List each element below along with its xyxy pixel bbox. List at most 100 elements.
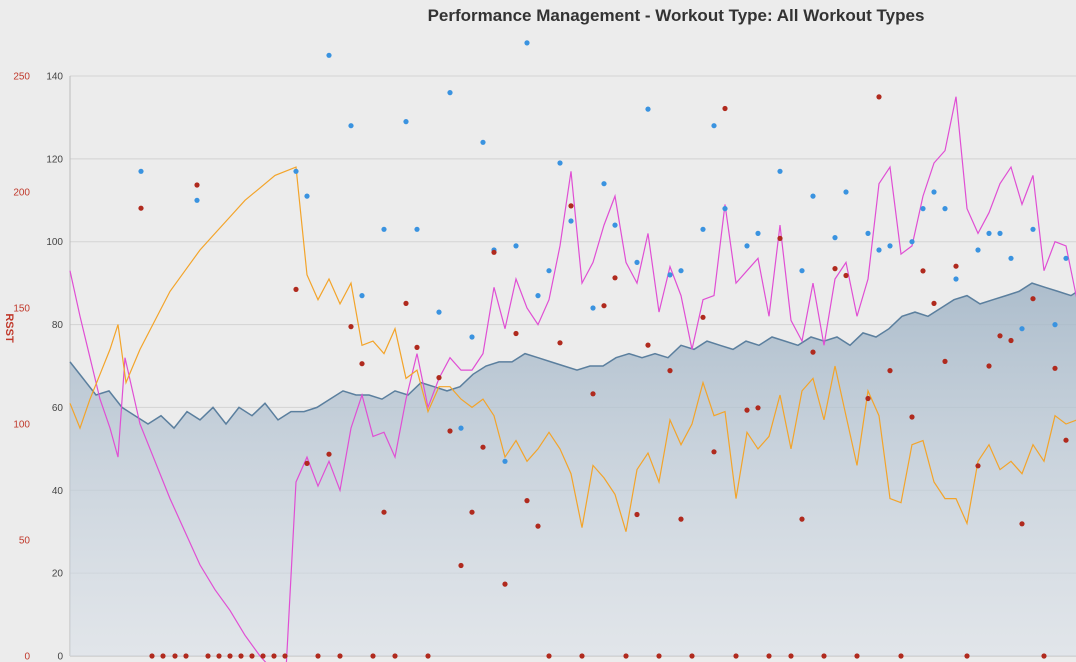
- fatigue-line: [69, 96, 1076, 662]
- red-data-point: [535, 523, 541, 529]
- red-data-point: [524, 498, 530, 504]
- red-data-point: [986, 363, 992, 369]
- red-data-point: [1041, 653, 1047, 659]
- red-data-point: [645, 342, 651, 348]
- red-data-point: [601, 303, 607, 309]
- blue-data-point: [755, 230, 761, 236]
- blue-data-point: [1063, 255, 1069, 261]
- red-data-point: [733, 653, 739, 659]
- red-data-point: [359, 361, 365, 367]
- red-data-point: [997, 333, 1003, 339]
- right-axis-tick-label: 80: [52, 320, 64, 331]
- red-data-point: [865, 395, 871, 402]
- red-data-point: [931, 300, 937, 306]
- red-data-point: [469, 509, 475, 515]
- blue-data-point: [777, 168, 783, 174]
- red-data-point: [447, 428, 453, 434]
- blue-data-point: [975, 247, 981, 253]
- blue-data-point: [843, 189, 849, 195]
- red-data-point: [975, 463, 981, 469]
- blue-data-point: [194, 197, 200, 203]
- red-data-point: [788, 653, 794, 659]
- blue-data-point: [590, 305, 596, 311]
- red-data-point: [392, 653, 398, 659]
- red-data-point: [304, 460, 310, 466]
- right-axis-tick-label: 120: [46, 154, 63, 165]
- red-data-point: [1063, 437, 1069, 443]
- red-data-point: [282, 653, 288, 659]
- fitness-line: [69, 282, 1076, 430]
- series-lines: [69, 96, 1076, 662]
- blue-data-point: [138, 168, 144, 174]
- blue-data-point: [744, 243, 750, 249]
- red-data-point: [227, 653, 233, 659]
- blue-data-point: [348, 123, 354, 129]
- left-axis-tick-label: 0: [24, 652, 30, 662]
- blue-data-point: [909, 239, 915, 245]
- red-data-point: [149, 653, 155, 659]
- blue-data-point: [1030, 226, 1036, 232]
- blue-data-point: [612, 222, 618, 228]
- blue-data-point: [997, 230, 1003, 236]
- blue-data-point: [876, 247, 882, 253]
- red-data-point: [436, 375, 442, 381]
- right-axis-tick-label: 60: [52, 403, 64, 414]
- right-axis-tick-label: 0: [57, 652, 63, 662]
- blue-data-point: [447, 90, 453, 96]
- blue-data-point: [634, 259, 640, 265]
- red-data-point: [689, 653, 695, 659]
- red-data-point: [711, 449, 717, 455]
- left-axis-tick-label: 100: [13, 420, 30, 431]
- blue-data-point: [304, 193, 310, 199]
- blue-data-point: [865, 230, 871, 236]
- blue-data-point: [645, 106, 651, 112]
- blue-data-point: [458, 425, 464, 431]
- right-axis-tick-label: 40: [52, 486, 64, 497]
- blue-data-point: [920, 206, 926, 212]
- red-data-point: [755, 405, 761, 411]
- red-data-point: [634, 511, 640, 518]
- left-axis-tick-label: 150: [13, 304, 30, 315]
- red-data-point: [909, 414, 915, 420]
- red-data-point: [315, 653, 321, 659]
- red-data-point: [183, 653, 189, 659]
- red-data-point: [414, 344, 420, 350]
- blue-data-point: [381, 226, 387, 232]
- red-data-point: [326, 451, 332, 457]
- red-data-point: [579, 653, 585, 659]
- blue-data-point: [359, 293, 365, 299]
- red-data-point: [205, 653, 211, 659]
- red-data-point: [667, 368, 673, 374]
- red-data-point: [821, 653, 827, 659]
- blue-data-point: [887, 243, 893, 249]
- red-data-point: [194, 182, 200, 188]
- red-data-point: [348, 324, 354, 330]
- red-data-point: [953, 263, 959, 269]
- red-data-point: [942, 358, 948, 364]
- blue-data-point: [293, 168, 299, 174]
- blue-data-point: [700, 226, 706, 232]
- red-data-point: [458, 562, 464, 569]
- red-data-point: [678, 516, 684, 522]
- red-data-point: [337, 653, 343, 659]
- red-data-point: [843, 272, 849, 279]
- red-data-point: [502, 581, 508, 587]
- blue-data-point: [722, 206, 728, 212]
- red-data-point: [425, 653, 431, 659]
- red-data-point: [964, 653, 970, 659]
- red-data-point: [722, 105, 728, 112]
- red-data-point: [480, 444, 486, 450]
- red-data-point: [898, 653, 904, 659]
- red-data-point: [381, 509, 387, 515]
- red-data-point: [403, 300, 409, 306]
- red-data-point: [700, 314, 706, 320]
- right-axis-tick-label: 140: [46, 72, 63, 83]
- form-line: [69, 166, 1076, 532]
- red-data-point: [513, 330, 519, 337]
- blue-data-point: [953, 276, 959, 282]
- red-data-point: [623, 653, 629, 659]
- blue-data-point: [711, 123, 717, 129]
- red-data-point: [160, 653, 166, 659]
- left-axis-tick-label: 250: [13, 72, 30, 83]
